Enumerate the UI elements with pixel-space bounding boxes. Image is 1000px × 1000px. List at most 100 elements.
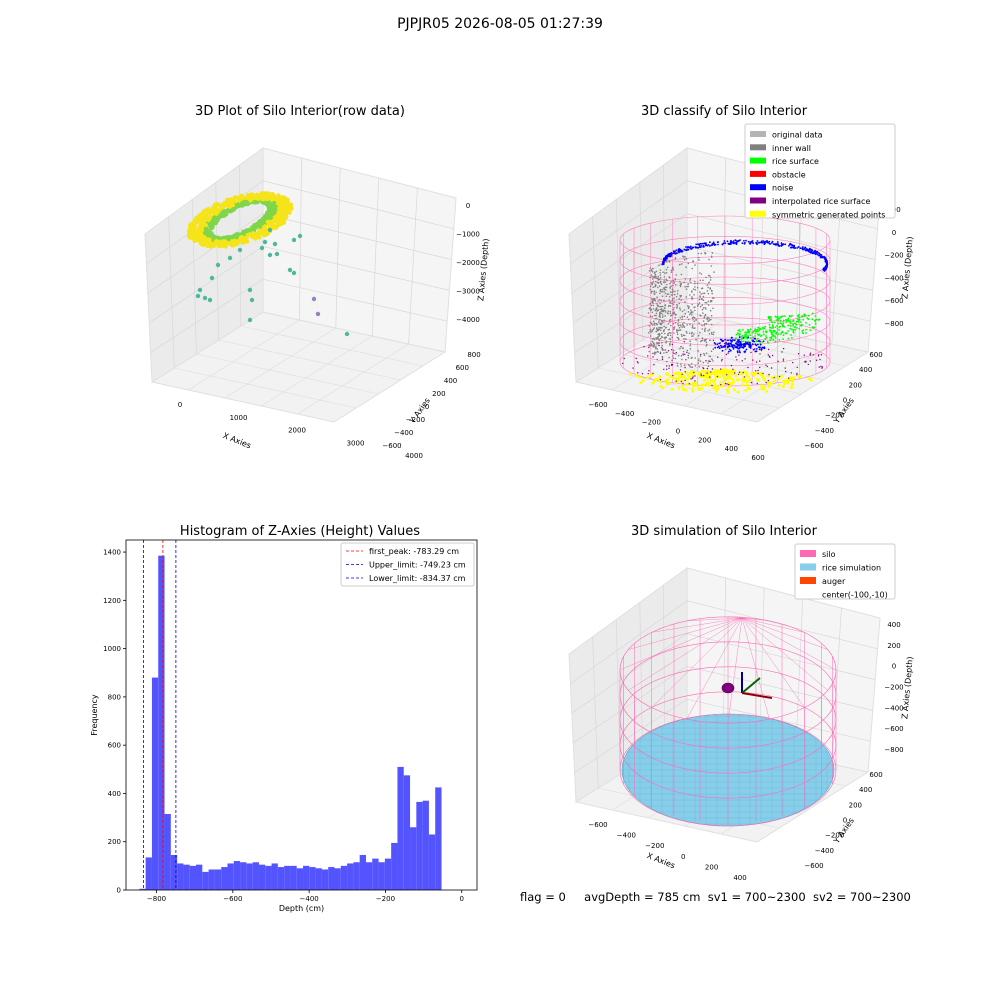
inner-wall-point	[694, 286, 696, 288]
inner-wall-point	[701, 328, 704, 330]
histogram-bar	[265, 865, 272, 890]
data-point-ring	[203, 222, 208, 228]
noise-point	[763, 347, 766, 350]
grid-line	[663, 165, 666, 327]
z-axis-tick-label: 0	[892, 663, 896, 671]
noise-point	[819, 256, 822, 259]
rice-surface-point	[779, 316, 782, 319]
silo-roof-line	[741, 617, 770, 622]
inner-wall-point	[663, 352, 665, 354]
interpolated-point	[792, 361, 794, 364]
interpolated-point	[666, 365, 668, 367]
interpolated-point	[637, 362, 639, 364]
data-point-ring	[207, 211, 212, 216]
interpolated-point	[767, 354, 769, 356]
noise-point	[688, 246, 691, 249]
inner-wall-point	[705, 352, 708, 355]
rice-surface-point	[771, 324, 774, 327]
inner-wall-point	[669, 342, 671, 345]
inner-wall-point	[655, 270, 658, 273]
inner-wall-point	[680, 365, 682, 367]
inner-wall-point	[687, 307, 690, 310]
noise-point	[797, 246, 800, 248]
inner-wall-point	[712, 360, 714, 362]
noise-point	[746, 341, 749, 344]
symmetric-point	[761, 374, 765, 378]
symmetric-point	[654, 378, 658, 381]
inner-wall-point	[660, 299, 663, 302]
inner-wall-point	[659, 274, 662, 276]
z-axis-tick-label: 200	[887, 642, 900, 650]
histogram-bar	[202, 871, 209, 890]
symmetric-point	[731, 370, 735, 374]
z-axis-tick-label: −2000	[456, 259, 480, 267]
data-point-ring	[190, 221, 195, 226]
rice-surface-point	[769, 316, 772, 318]
data-point-ring	[213, 238, 219, 244]
symmetric-point	[799, 375, 803, 379]
inner-wall-point	[655, 308, 657, 311]
rice-surface-point	[798, 316, 801, 319]
legend-swatch	[750, 197, 766, 204]
histogram-bar	[372, 858, 379, 890]
inner-wall-point	[653, 351, 656, 354]
inner-wall-point	[681, 335, 683, 338]
interpolated-point	[691, 366, 693, 368]
interpolated-point	[777, 360, 779, 362]
interpolated-point	[765, 381, 767, 384]
data-point-ring	[208, 224, 213, 229]
interpolated-point	[717, 356, 719, 358]
inner-wall-point	[652, 304, 655, 307]
symmetric-point	[746, 375, 750, 379]
noise-point	[729, 243, 732, 246]
data-point-ring	[217, 242, 222, 248]
grid-line	[664, 325, 846, 367]
rice-surface-point	[769, 339, 772, 342]
histogram-bar	[277, 867, 285, 890]
inner-wall-point	[649, 302, 652, 305]
noise-point	[810, 248, 812, 251]
inner-wall-point	[656, 303, 658, 305]
data-point-ring	[284, 206, 289, 212]
inner-wall-point	[648, 270, 651, 272]
inner-wall-point	[703, 292, 706, 295]
rice-surface-point	[774, 326, 777, 329]
data-point-ring	[230, 235, 235, 240]
interpolated-point	[632, 367, 634, 369]
inner-wall-point	[699, 305, 702, 308]
noise-point	[681, 250, 684, 253]
inner-wall-point	[691, 314, 693, 316]
histogram-bar	[410, 827, 417, 890]
histogram-bar	[422, 800, 429, 890]
inner-wall-point	[702, 307, 705, 309]
interpolated-point	[796, 374, 798, 376]
x-axis-tick-label: −600	[588, 821, 607, 829]
rice-surface-point	[757, 334, 760, 337]
inner-wall-point	[689, 345, 691, 347]
rice-surface-point	[757, 326, 760, 329]
inner-wall-point	[652, 286, 655, 289]
inner-wall-point	[679, 329, 682, 331]
inner-wall-point	[690, 357, 693, 360]
x-tick-label: −600	[223, 895, 242, 903]
legend-swatch	[750, 184, 766, 191]
inner-wall-point	[705, 276, 707, 279]
interpolated-point	[742, 371, 744, 374]
noise-point	[723, 240, 726, 242]
rice-surface-point	[807, 318, 810, 321]
interpolated-point	[750, 351, 752, 354]
histogram-bar	[435, 787, 442, 890]
interpolated-point	[734, 372, 736, 374]
inner-wall-point	[681, 326, 683, 328]
legend-label: auger	[822, 577, 846, 586]
noise-point	[714, 346, 717, 349]
inner-wall-point	[679, 285, 682, 288]
noise-point	[745, 348, 748, 351]
legend-label: first_peak: -783.29 cm	[369, 547, 459, 556]
inner-wall-point	[671, 267, 674, 270]
noise-point	[777, 243, 779, 245]
inner-wall-point	[686, 316, 689, 319]
interpolated-point	[683, 341, 685, 343]
symmetric-point	[767, 384, 771, 388]
inner-wall-point	[710, 315, 713, 317]
